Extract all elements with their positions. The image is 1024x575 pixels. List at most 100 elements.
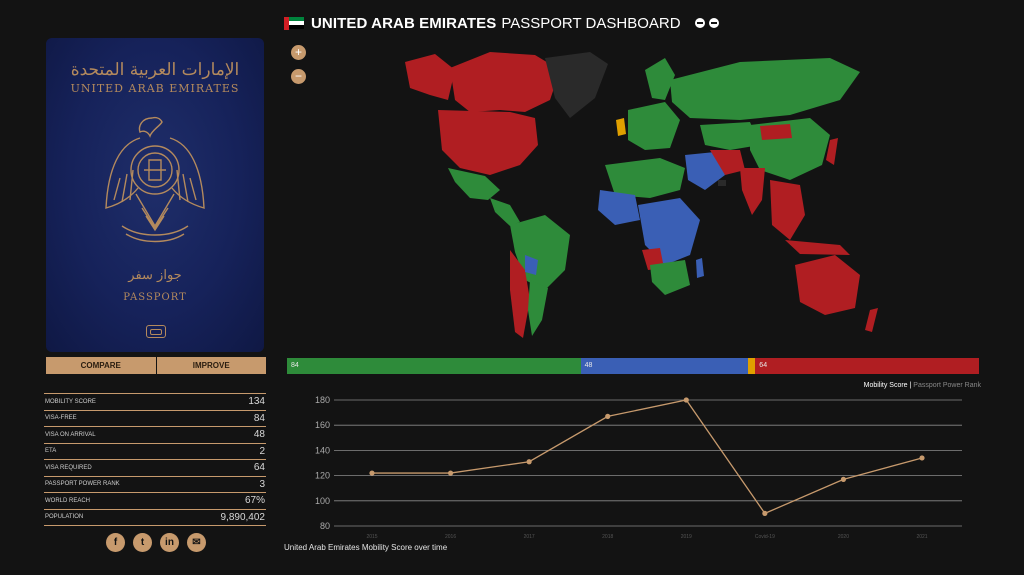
map-region-india[interactable] — [740, 168, 765, 215]
x-tick-label: 2018 — [602, 534, 613, 540]
map-region-iran[interactable] — [710, 150, 745, 175]
map-region-madagascar[interactable] — [696, 258, 704, 278]
stat-value: 9,890,402 — [220, 511, 266, 523]
data-point — [369, 470, 375, 476]
map-region-middle-east[interactable] — [685, 152, 725, 190]
map-region-bolivia[interactable] — [525, 255, 538, 275]
legend-separator: | — [907, 382, 914, 389]
dashboard-header: UNITED ARAB EMIRATES PASSPORT DASHBOARD — [284, 12, 719, 34]
y-tick-label: 160 — [315, 420, 330, 430]
stat-label: MOBILITY SCORE — [45, 398, 96, 405]
data-point — [683, 397, 689, 403]
stat-value: 67% — [244, 495, 265, 507]
map-region-greenland[interactable] — [545, 52, 608, 118]
map-region-argentina[interactable] — [528, 280, 548, 336]
x-tick-label: 2017 — [524, 534, 535, 540]
stat-value: 134 — [248, 396, 265, 408]
passport-arabic-label: جواز سفر — [128, 268, 182, 283]
y-tick-label: 140 — [315, 445, 330, 455]
stat-value: 48 — [253, 429, 265, 441]
world-visa-map[interactable] — [360, 40, 900, 345]
stat-label: ETA — [45, 448, 57, 455]
map-region-indonesia[interactable] — [785, 240, 850, 255]
falcon-emblem-icon — [105, 116, 205, 243]
map-region-north-africa[interactable] — [605, 158, 685, 198]
x-tick-label: 2016 — [445, 534, 456, 540]
stat-value: 3 — [259, 478, 265, 490]
map-region-west-africa[interactable] — [598, 190, 640, 225]
visa-breakdown-bar: 84 48 64 — [287, 358, 979, 374]
stat-label: WORLD REACH — [45, 497, 91, 504]
passport-cover: الإمارات العربية المتحدة UNITED ARAB EMI… — [46, 38, 264, 352]
social-share-links: f t in ✉ — [106, 533, 206, 552]
email-icon[interactable]: ✉ — [187, 533, 206, 552]
breakdown-segment-eta — [748, 358, 756, 374]
x-tick-label: 2021 — [916, 534, 927, 540]
zoom-in-button[interactable]: + — [291, 45, 306, 60]
stat-label: VISA-FREE — [45, 415, 77, 422]
map-region-japan[interactable] — [826, 138, 838, 165]
stat-value: 2 — [259, 445, 265, 457]
stat-row-passport-power-rank: PASSPORT POWER RANK 3 — [44, 477, 266, 493]
series-line-mobility-score — [372, 399, 923, 515]
map-region-southeast-asia[interactable] — [770, 180, 805, 240]
facebook-icon[interactable]: f — [106, 533, 125, 552]
minus-circle-icon[interactable] — [694, 18, 705, 28]
action-buttons: COMPARE IMPROVE — [46, 357, 266, 374]
map-region-central-asia[interactable] — [700, 122, 760, 150]
map-region-australia[interactable] — [795, 255, 860, 315]
map-region-mexico[interactable] — [448, 168, 500, 200]
data-point — [840, 476, 847, 482]
uae-flag-icon — [284, 16, 304, 30]
x-tick-label: 2015 — [366, 534, 377, 540]
map-region-russia[interactable] — [670, 58, 860, 120]
page-title-dashboard: PASSPORT DASHBOARD — [501, 14, 681, 32]
x-tick-label: 2019 — [681, 534, 692, 540]
x-tick-label: Covid-19 — [755, 534, 775, 540]
passport-label: PASSPORT — [123, 292, 187, 303]
map-region-central-africa[interactable] — [638, 198, 700, 265]
legend-passport-power-rank[interactable]: Passport Power Rank — [913, 382, 981, 389]
chart-legend: Mobility Score | Passport Power Rank — [864, 382, 981, 389]
twitter-icon[interactable]: t — [133, 533, 152, 552]
map-region-new-zealand[interactable] — [865, 308, 878, 332]
improve-button[interactable]: IMPROVE — [155, 357, 266, 374]
y-tick-label: 180 — [315, 395, 330, 405]
y-tick-label: 80 — [320, 521, 330, 531]
stat-value: 84 — [253, 412, 265, 424]
map-region-canada[interactable] — [450, 52, 560, 112]
map-region-uk[interactable] — [616, 118, 626, 136]
map-region-scandinavia[interactable] — [645, 58, 675, 100]
stat-row-visa-required: VISA REQUIRED 64 — [44, 460, 266, 477]
stat-label: POPULATION — [45, 514, 84, 521]
map-region-mongolia[interactable] — [760, 124, 792, 140]
stat-row-mobility-score: MOBILITY SCORE 134 — [44, 394, 266, 411]
stat-label: PASSPORT POWER RANK — [45, 481, 120, 488]
stat-row-population: POPULATION 9,890,402 — [44, 510, 266, 526]
y-tick-label: 100 — [315, 496, 330, 506]
passport-country-name: UNITED ARAB EMIRATES — [70, 82, 240, 95]
map-region-uae[interactable] — [718, 180, 726, 186]
map-region-central-america[interactable] — [490, 198, 520, 226]
stat-row-visa-on-arrival: VISA ON ARRIVAL 48 — [44, 427, 266, 444]
map-region-usa[interactable] — [438, 110, 538, 175]
data-point — [762, 510, 768, 516]
stat-label: VISA REQUIRED — [45, 464, 92, 471]
minus-circle-icon[interactable] — [708, 18, 719, 28]
linkedin-icon[interactable]: in — [160, 533, 179, 552]
y-tick-label: 120 — [315, 471, 330, 481]
map-region-alaska[interactable] — [405, 54, 455, 100]
map-region-europe[interactable] — [628, 102, 680, 150]
stat-row-visa-free: VISA-FREE 84 — [44, 411, 266, 427]
zoom-out-button[interactable]: − — [291, 69, 306, 84]
map-region-southern-africa[interactable] — [650, 260, 690, 295]
legend-mobility-score[interactable]: Mobility Score — [863, 382, 908, 389]
breakdown-segment-visa-free: 84 — [287, 358, 581, 374]
data-point — [605, 413, 611, 419]
x-tick-label: 2020 — [838, 534, 849, 540]
passport-arabic-country: الإمارات العربية المتحدة — [70, 60, 240, 80]
data-point — [919, 455, 925, 461]
biometric-chip-icon — [146, 325, 166, 338]
stat-row-world-reach: WORLD REACH 67% — [44, 493, 266, 510]
compare-button[interactable]: COMPARE — [46, 357, 156, 374]
